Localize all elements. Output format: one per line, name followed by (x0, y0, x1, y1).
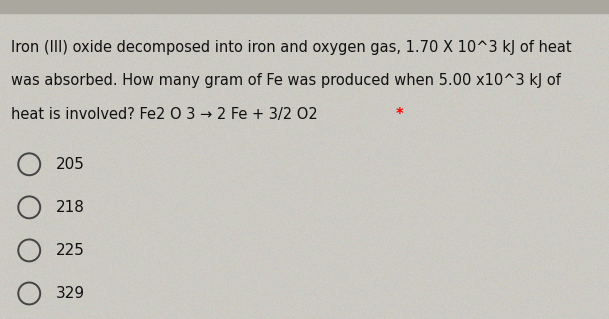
Text: Iron (III) oxide decomposed into iron and oxygen gas, 1.70 X 10^3 kJ of heat: Iron (III) oxide decomposed into iron an… (11, 40, 572, 55)
Bar (0, 0, 609, 13)
Text: heat is involved? Fe2 O 3 → 2 Fe + 3/2 O2: heat is involved? Fe2 O 3 → 2 Fe + 3/2 O… (11, 107, 322, 122)
Text: 205: 205 (56, 157, 85, 172)
Text: 225: 225 (56, 243, 85, 258)
Text: *: * (396, 107, 404, 122)
Text: 218: 218 (56, 200, 85, 215)
Text: 329: 329 (56, 286, 85, 301)
Text: was absorbed. How many gram of Fe was produced when 5.00 x10^3 kJ of: was absorbed. How many gram of Fe was pr… (11, 73, 561, 88)
